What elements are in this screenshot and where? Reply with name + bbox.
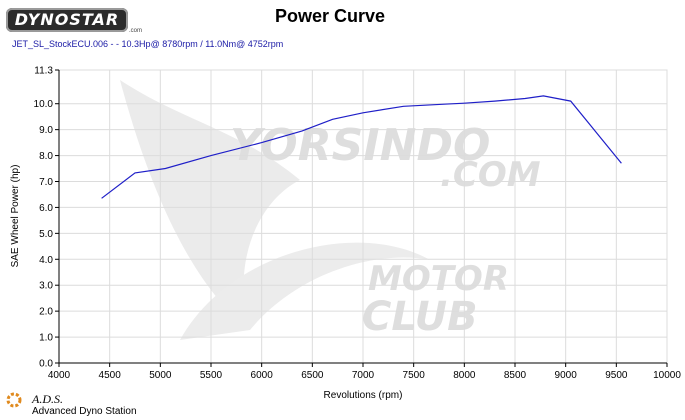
watermark: YORSINDO .COM MOTOR CLUB: [120, 80, 541, 340]
y-axis-title: SAE Wheel Power (hp): [10, 165, 21, 268]
x-tick-label: 7000: [352, 370, 375, 381]
x-tick-label: 4000: [48, 370, 71, 381]
x-tick-label: 7500: [403, 370, 426, 381]
logo-suffix: .com: [129, 28, 143, 34]
y-tick-label: 7.0: [39, 177, 53, 188]
x-tick-label: 6500: [301, 370, 324, 381]
y-tick-label: 4.0: [39, 255, 53, 266]
footer-name: A.D.S.: [32, 392, 63, 406]
y-tick-label: 11.3: [34, 66, 53, 77]
x-axis-title: Revolutions (rpm): [324, 390, 403, 401]
watermark-swirl-icon: [180, 242, 430, 340]
y-tick-label: 6.0: [39, 203, 53, 214]
x-tick-label: 8000: [453, 370, 476, 381]
y-tick-label: 2.0: [39, 307, 53, 318]
chart-title: Power Curve: [274, 6, 386, 26]
watermark-line3: MOTOR: [368, 259, 509, 299]
x-tick-label: 9500: [605, 370, 628, 381]
x-tick-label: 5500: [200, 370, 223, 381]
y-tick-labels: 0.0 1.0 2.0 3.0 4.0 5.0 6.0 7.0 8.0 9.0 10.0 11.3: [34, 66, 54, 370]
watermark-line2: .COM: [440, 155, 541, 195]
x-tick-label: 10000: [653, 370, 681, 381]
series: [101, 95, 622, 199]
x-tick-label: 6000: [251, 370, 274, 381]
y-tick-label: 0.0: [39, 359, 53, 370]
watermark-line4: CLUB: [362, 294, 478, 340]
run-summary: JET_SL_StockECU.006 - - 10.3Hp@ 8780rpm …: [12, 39, 284, 49]
y-tick-label: 1.0: [39, 333, 53, 344]
watermark-line1: YORSINDO: [230, 120, 490, 171]
footer-subtitle: Advanced Dyno Station: [32, 406, 137, 417]
watermark-wing-icon: [120, 80, 300, 330]
y-tick-label: 10.0: [34, 99, 54, 110]
y-tick-label: 8.0: [39, 151, 53, 162]
y-tick-label: 5.0: [39, 229, 53, 240]
x-tick-label: 4500: [99, 370, 122, 381]
power-curve-line: [101, 95, 622, 199]
x-tick-label: 9000: [555, 370, 578, 381]
dynostar-logo: DYNOSTAR: [6, 8, 128, 32]
y-tick-label: 9.0: [39, 125, 53, 136]
y-tick-label: 3.0: [39, 281, 53, 292]
x-tick-label: 8500: [504, 370, 527, 381]
x-tick-label: 5000: [149, 370, 172, 381]
x-tick-labels: 4000 4500 5000 5500 6000 6500 7000 7500 8000 8500…: [48, 370, 681, 381]
ads-logo-icon: [6, 392, 22, 408]
logo-text: DYNOSTAR: [14, 10, 120, 29]
axes: [55, 69, 668, 367]
